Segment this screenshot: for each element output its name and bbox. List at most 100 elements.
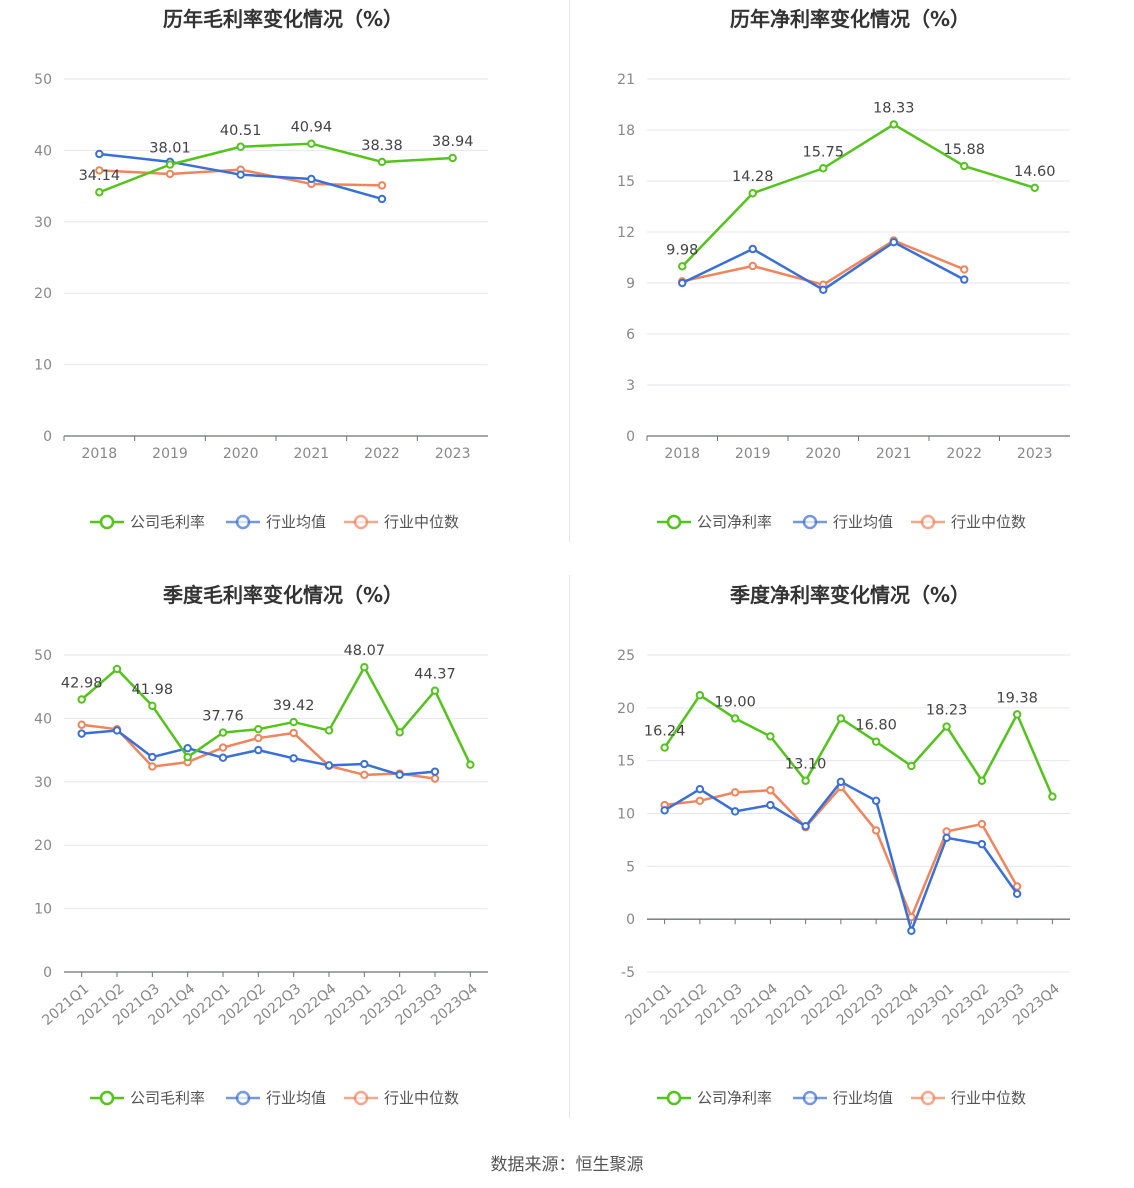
data-point-company xyxy=(95,188,104,197)
data-label: 44.37 xyxy=(414,667,456,683)
chart-quarterly-net-margin: 季度净利率变化情况（%）-505101520252021Q12021Q22021… xyxy=(617,583,1070,1107)
legend-marker xyxy=(802,1090,818,1106)
data-point-company xyxy=(695,690,705,700)
chart-title: 历年毛利率变化情况（%） xyxy=(163,7,403,31)
y-tick-label: 30 xyxy=(34,215,52,231)
data-point-company xyxy=(448,153,457,163)
chart-panel-quarterly-gross-margin: 季度毛利率变化情况（%） 0 10 20 30 40 50 2021Q1 2021Q2 2021Q… xyxy=(0,575,567,1150)
data-label: 15.88 xyxy=(943,142,985,158)
legend-label: 公司毛利率 xyxy=(130,513,205,531)
data-point-median xyxy=(218,743,228,752)
y-tick-label: 0 xyxy=(43,965,52,981)
y-tick-label: 0 xyxy=(626,912,635,928)
data-label: 42.98 xyxy=(61,676,103,692)
legend-label: 行业均值 xyxy=(833,513,893,531)
data-point-company xyxy=(836,714,846,723)
legend-marker xyxy=(235,514,251,530)
series-line-median xyxy=(664,785,1019,919)
data-point-avg xyxy=(430,767,440,776)
y-tick-label: 0 xyxy=(626,429,635,445)
chart-annual-gross-margin: 历年毛利率变化情况（%） 0 10 20 30 40 50 2018 2019 2020 2021 2… xyxy=(34,7,488,531)
data-label: 16.24 xyxy=(644,724,686,740)
data-point-company xyxy=(112,664,122,674)
data-point-avg xyxy=(218,753,228,762)
data-label: 18.23 xyxy=(926,703,968,719)
legend-label: 行业中位数 xyxy=(951,513,1026,531)
legend-item-avg: 行业均值 xyxy=(793,513,893,531)
chart-title: 季度毛利率变化情况（%） xyxy=(162,583,403,607)
data-point-company xyxy=(819,164,828,173)
y-tick-label: 5 xyxy=(626,859,635,875)
y-tick-label: 20 xyxy=(34,286,52,302)
data-point-company xyxy=(960,161,969,171)
data-point-company xyxy=(183,752,192,762)
data-point-median xyxy=(766,786,775,795)
y-tick-label: 21 xyxy=(617,72,635,88)
data-label: 39.42 xyxy=(273,698,315,714)
legend-label: 行业均值 xyxy=(266,1089,326,1107)
x-tick-label: 2019 xyxy=(152,446,188,462)
legend-item-company: 公司净利率 xyxy=(657,1089,772,1107)
data-point-avg xyxy=(871,796,881,806)
y-tick-label: 18 xyxy=(617,123,635,139)
data-point-company xyxy=(871,737,881,746)
y-tick-label: 20 xyxy=(617,701,635,717)
data-label: 38.38 xyxy=(361,138,403,154)
series-line-avg xyxy=(663,780,1019,933)
data-point-avg xyxy=(324,761,334,770)
data-point-company xyxy=(165,160,175,169)
data-point-median xyxy=(695,796,705,806)
data-point-company xyxy=(218,728,228,737)
data-point-avg xyxy=(889,238,898,247)
data-point-avg xyxy=(836,777,846,787)
y-tick-label: -5 xyxy=(621,965,635,981)
data-point-avg xyxy=(236,170,245,179)
data-point-company xyxy=(148,701,157,711)
legend-label: 行业均值 xyxy=(833,1089,893,1107)
x-tick-label: 2023 xyxy=(1017,446,1053,462)
data-point-avg xyxy=(112,726,122,735)
data-point-median xyxy=(77,720,86,729)
y-tick-label: 40 xyxy=(34,143,52,159)
data-point-company xyxy=(801,776,810,785)
data-point-median xyxy=(95,166,104,175)
data-point-avg xyxy=(960,275,969,284)
data-label: 38.01 xyxy=(149,141,191,157)
chart-annual-net-margin: 历年净利率变化情况（%） 0 3 6 9 12 15 18 21 2018 2019 2020 2021… xyxy=(617,7,1070,531)
data-point-company xyxy=(977,776,987,785)
legend-item-avg: 行业均值 xyxy=(226,1089,326,1107)
data-point-company xyxy=(889,120,898,129)
legend-marker xyxy=(920,1090,936,1106)
data-point-company xyxy=(1012,710,1022,719)
y-tick-label: 20 xyxy=(34,838,52,854)
data-label: 16.80 xyxy=(855,718,897,734)
data-point-avg xyxy=(907,926,916,935)
data-point-company xyxy=(660,743,669,752)
y-tick-label: 9 xyxy=(626,276,635,292)
data-point-avg xyxy=(678,278,687,288)
data-point-company xyxy=(236,142,245,151)
x-tick-label: 2020 xyxy=(805,446,841,462)
legend-item-company: 公司毛利率 xyxy=(90,1089,205,1107)
data-point-company xyxy=(766,732,775,741)
legend-item-avg: 行业均值 xyxy=(226,513,326,531)
y-tick-label: 10 xyxy=(34,358,52,374)
data-point-avg xyxy=(801,821,810,831)
data-point-company xyxy=(77,695,86,704)
legend-label: 行业均值 xyxy=(266,513,326,531)
data-label: 48.07 xyxy=(344,643,386,659)
y-tick-label: 3 xyxy=(626,378,635,394)
data-label: 18.33 xyxy=(873,100,915,116)
legend-item-median: 行业中位数 xyxy=(344,1089,459,1107)
legend-marker xyxy=(353,514,369,530)
x-tick-label: 2022 xyxy=(946,446,982,462)
series-line-company xyxy=(80,665,472,766)
chart-panel-annual-gross-margin: 历年毛利率变化情况（%） 0 10 20 30 40 50 2018 2019 2020 2021 2… xyxy=(0,0,567,575)
legend-marker xyxy=(666,1090,682,1106)
data-point-avg xyxy=(695,784,705,794)
data-label: 13.10 xyxy=(785,757,827,773)
x-tick-label: 2020 xyxy=(223,446,259,462)
x-tick-label: 2021 xyxy=(876,446,912,462)
legend-label: 公司净利率 xyxy=(697,513,772,531)
chart-title: 季度净利率变化情况（%） xyxy=(729,583,970,607)
